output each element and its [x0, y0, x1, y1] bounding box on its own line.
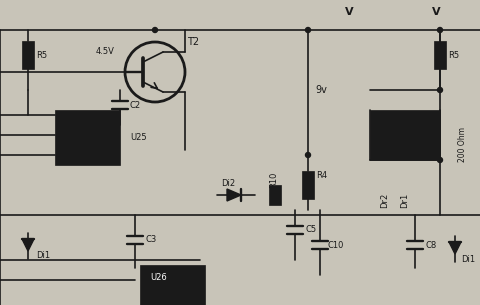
Bar [22, 41, 34, 69]
Text: C8: C8 [425, 241, 436, 249]
Text: R10: R10 [269, 172, 278, 188]
Bar [434, 41, 446, 69]
Bar [55, 110, 120, 165]
Text: Dr1: Dr1 [400, 192, 409, 208]
Text: C2: C2 [130, 101, 141, 109]
Text: 200 Ohm: 200 Ohm [458, 127, 467, 163]
Text: C5: C5 [305, 225, 316, 235]
Bar [370, 110, 440, 160]
Text: V: V [345, 7, 354, 17]
Text: V: V [432, 7, 441, 17]
Text: U26: U26 [150, 274, 167, 282]
Circle shape [305, 27, 311, 33]
Text: C10: C10 [328, 241, 344, 249]
Text: Di1: Di1 [461, 256, 475, 264]
Circle shape [437, 27, 443, 33]
Text: U25: U25 [130, 134, 146, 142]
Bar [140, 265, 205, 305]
Bar [302, 171, 314, 199]
Text: Di1: Di1 [36, 250, 50, 260]
Circle shape [305, 152, 311, 157]
Text: R5: R5 [448, 51, 459, 59]
Circle shape [153, 27, 157, 33]
Text: C3: C3 [145, 235, 156, 245]
Polygon shape [227, 189, 241, 201]
Text: Dr2: Dr2 [380, 192, 389, 208]
Text: R4: R4 [316, 170, 327, 180]
Text: Di2: Di2 [221, 178, 235, 188]
Text: R5: R5 [36, 51, 47, 59]
Bar [269, 185, 281, 205]
Text: 4.5V: 4.5V [96, 48, 114, 56]
Polygon shape [22, 239, 34, 251]
Circle shape [305, 192, 311, 198]
Polygon shape [449, 242, 461, 254]
Text: T2: T2 [187, 37, 199, 47]
Text: 9v: 9v [315, 85, 327, 95]
Circle shape [437, 88, 443, 92]
Circle shape [437, 157, 443, 163]
